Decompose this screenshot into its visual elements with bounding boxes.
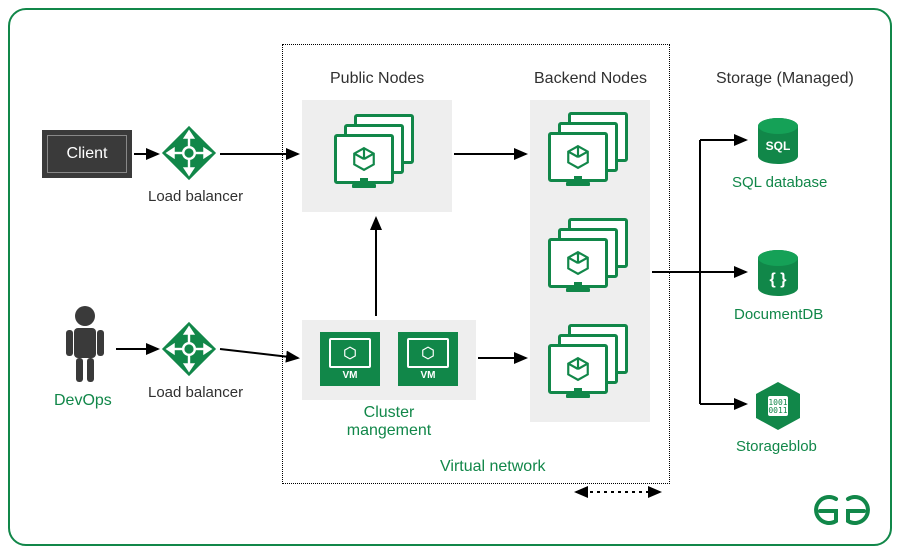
public-nodes-panel — [302, 100, 452, 212]
backend-nodes-panel — [530, 100, 650, 422]
client-label: Client — [67, 145, 108, 163]
vm-label: VM — [343, 370, 358, 381]
public-nodes-title: Public Nodes — [330, 70, 424, 88]
vm-tile: VM — [398, 332, 458, 386]
backend-nodes-title: Backend Nodes — [534, 70, 647, 88]
monitor-stack-icon — [548, 218, 634, 296]
monitor-stack-icon — [548, 112, 634, 190]
storageblob-icon: 1001 0011 — [752, 380, 804, 432]
devops-label: DevOps — [54, 392, 112, 410]
blob-label: Storageblob — [736, 438, 817, 455]
load-balancer-bottom — [160, 320, 218, 378]
cluster-panel: VM VM — [302, 320, 476, 400]
sql-label: SQL database — [732, 174, 827, 191]
load-balancer-top — [160, 124, 218, 182]
docdb-label: DocumentDB — [734, 306, 823, 323]
vnet-label: Virtual network — [440, 458, 546, 476]
devops-icon — [60, 304, 110, 384]
cluster-label: Cluster mangement — [334, 404, 444, 441]
svg-text:SQL: SQL — [766, 139, 791, 153]
sql-database-icon: SQL — [752, 116, 804, 168]
vm-tile: VM — [320, 332, 380, 386]
geeksforgeeks-logo — [806, 493, 878, 538]
svg-text:{ }: { } — [770, 271, 787, 288]
monitor-stack-icon — [334, 114, 420, 192]
lb1-label: Load balancer — [148, 188, 243, 205]
vm-label: VM — [421, 370, 436, 381]
svg-text:0011: 0011 — [768, 406, 787, 415]
monitor-stack-icon — [548, 324, 634, 402]
lb2-label: Load balancer — [148, 384, 243, 401]
diagram-canvas: Client Load balancer DevOps — [0, 0, 900, 554]
documentdb-icon: { } — [752, 248, 804, 300]
client-node: Client — [42, 130, 132, 178]
storage-title: Storage (Managed) — [716, 70, 854, 88]
